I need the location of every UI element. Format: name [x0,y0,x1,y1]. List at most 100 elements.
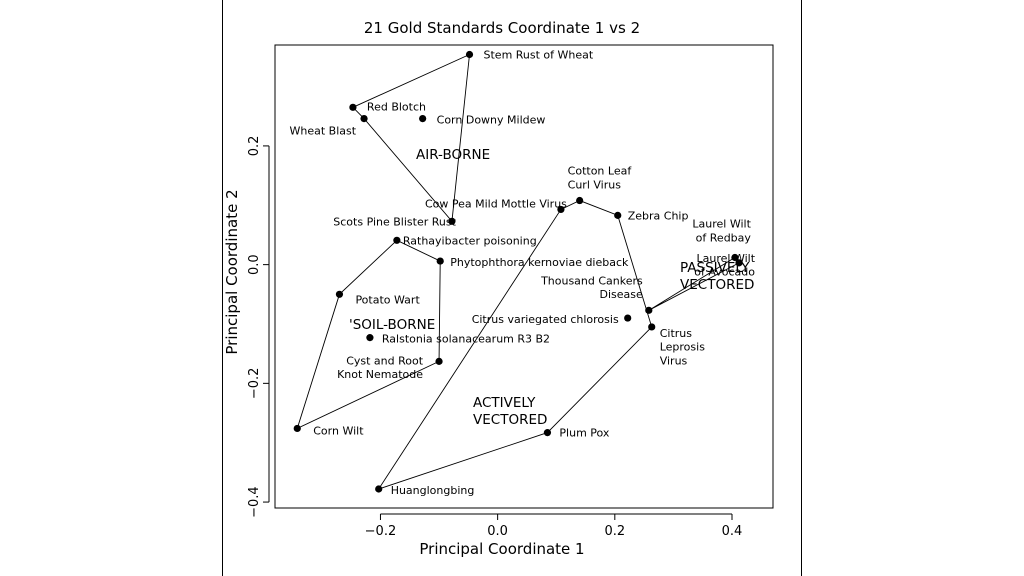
point-label-line: Wheat Blast [289,125,356,138]
point-label: Cotton Leaf Curl Virus [568,165,633,192]
data-point [645,306,653,314]
point-label: Laurel Wilt of Redbay [692,218,751,245]
data-point [614,211,622,219]
group-label-line: 'SOIL-BORNE [349,317,435,333]
data-point [448,217,456,225]
pcoa-scatter-chart: 21 Gold Standards Coordinate 1 vs 2 Stem… [223,19,774,558]
group-label-line: VECTORED [473,412,547,428]
point-label: Wheat Blast [289,125,356,138]
data-point [543,429,552,437]
point-label-line: Knot Nematode [337,368,423,381]
point-label-line: Corn Wilt [313,424,364,437]
group-hull [296,239,441,430]
group-label: PASSIVELY VECTORED [680,260,754,293]
y-tick-label: −0.2 [247,368,262,400]
data-point [557,205,565,214]
point-label-line: Virus [660,354,688,367]
group-label: 'SOIL-BORNE [349,317,435,333]
group-label-line: VECTORED [680,277,754,293]
point-label: Red Blotch [367,100,426,113]
point-label-line: Phytophthora kernoviae dieback [450,256,629,269]
point-label: Ralstonia solanacearum R3 B2 [382,333,550,346]
data-point [293,424,301,433]
point-label-line: Cotton Leaf [568,165,633,178]
chart-title: 21 Gold Standards Coordinate 1 vs 2 [364,19,640,37]
data-point [731,253,739,262]
data-point [360,115,368,123]
x-axis-label: Principal Coordinate 1 [419,540,584,558]
point-label-line: Thousand Cankers [540,274,643,287]
point-label-line: Corn Downy Mildew [437,114,546,127]
point-label: Citrus Leprosis Virus [660,327,705,368]
y-axis-label: Principal Coordinate 2 [223,189,241,354]
data-point [435,357,443,365]
point-label-line: Stem Rust of Wheat [484,48,594,61]
point-label: Citrus variegated chlorosis [472,313,619,326]
plot-frame [274,44,774,509]
point-label: Corn Wilt [313,424,364,437]
point-label-line: Citrus variegated chlorosis [472,313,619,326]
figure-frame: 21 Gold Standards Coordinate 1 vs 2 Stem… [222,0,802,576]
point-label-line: Potato Wart [355,293,420,306]
group-hull [352,54,470,223]
group-label: AIR-BORNE [416,147,490,163]
point-label: Cow Pea Mild Mottle Virus [425,197,567,210]
x-tick-label: 0.4 [722,524,743,539]
group-label-line: ACTIVELY [473,395,536,411]
point-label: Plum Pox [559,427,610,440]
point-label-line: Laurel Wilt [692,218,751,231]
group-label: ACTIVELY VECTORED [473,395,547,428]
point-label: Corn Downy Mildew [437,114,546,127]
point-label-line: Scots Pine Blister Rust [333,215,456,228]
point-label: Phytophthora kernoviae dieback [450,256,629,269]
point-label-line: Laurel Wilt [697,252,756,265]
point-label: Potato Wart [355,293,420,306]
y-tick-label: 0.0 [247,254,262,275]
x-axis: −0.2 0.0 0.2 0.4 [365,513,743,539]
data-point [393,236,401,244]
y-tick-label: 0.2 [247,136,262,157]
data-point [366,334,374,342]
point-label-line: Zebra Chip [628,209,689,222]
point-label-line: of Avocado [694,266,755,279]
point-label: Stem Rust of Wheat [484,48,594,61]
point-label-line: Ralstonia solanacearum R3 B2 [382,333,550,346]
point-label: Rathayibacter poisoning [403,234,537,247]
point-label: Cyst and Root Knot Nematode [337,354,424,381]
x-tick-label: 0.2 [604,524,625,539]
data-point [375,485,383,493]
point-label-line: Disease [600,288,643,301]
point-label-line: Curl Virus [568,178,622,191]
point-label-line: Huanglongbing [391,484,475,497]
x-tick-label: 0.0 [487,524,508,539]
data-point [419,115,427,123]
point-label-line: Cow Pea Mild Mottle Virus [425,197,567,210]
data-point [735,259,743,267]
data-point [624,314,632,322]
point-label: Zebra Chip [628,209,689,222]
point-label-line: Leprosis [660,341,705,354]
point-label: Huanglongbing [391,484,475,497]
point-label-line: Plum Pox [559,427,610,440]
group-label-line: AIR-BORNE [416,147,490,163]
point-labels: Stem Rust of Wheat Red Blotch Wheat Blast C… [289,48,755,497]
x-tick-label: −0.2 [365,524,397,539]
data-point [576,196,584,205]
point-label: Thousand Cankers Disease [540,274,643,301]
data-point [349,103,357,111]
point-label-line: Cyst and Root [346,354,424,367]
data-point [648,323,656,331]
data-point [465,50,474,59]
point-label-line: Citrus [660,327,693,340]
point-label-line: Red Blotch [367,100,426,113]
data-point [436,257,444,265]
point-label-line: of Redbay [696,231,752,244]
data-points [293,50,743,493]
data-point [335,290,344,298]
point-label-line: Rathayibacter poisoning [403,234,537,247]
point-label: Laurel Wilt of Avocado [694,252,755,279]
y-axis: −0.4 −0.2 0.0 0.2 [247,136,270,518]
point-label: Scots Pine Blister Rust [333,215,456,228]
group-label-line: PASSIVELY [680,260,750,276]
